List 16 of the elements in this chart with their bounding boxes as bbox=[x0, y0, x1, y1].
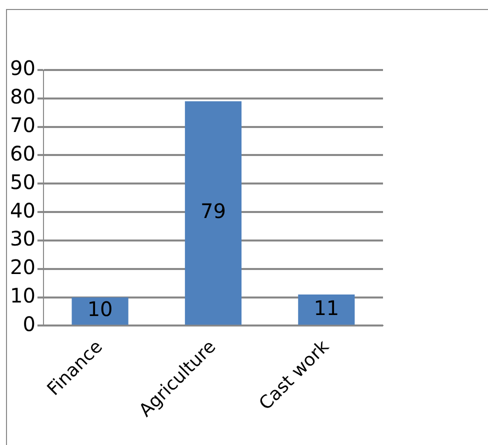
y-tick-label: 40 bbox=[10, 198, 36, 222]
y-tick-label: 30 bbox=[10, 226, 36, 251]
y-tick-label: 0 bbox=[22, 312, 36, 336]
data-label: 11 bbox=[314, 296, 340, 320]
y-tick-label: 20 bbox=[10, 255, 36, 280]
y-tick-label: 90 bbox=[10, 56, 36, 80]
data-label: 79 bbox=[200, 199, 226, 224]
bar bbox=[72, 297, 128, 325]
data-label: 10 bbox=[87, 297, 113, 322]
y-tick-label: 70 bbox=[10, 113, 36, 138]
y-tick-label: 80 bbox=[10, 84, 36, 109]
bar bbox=[184, 101, 242, 325]
y-tick-label: 60 bbox=[10, 141, 36, 166]
y-tick-label: 50 bbox=[10, 170, 36, 194]
y-tick-label: 10 bbox=[10, 284, 36, 308]
bar bbox=[298, 294, 355, 325]
